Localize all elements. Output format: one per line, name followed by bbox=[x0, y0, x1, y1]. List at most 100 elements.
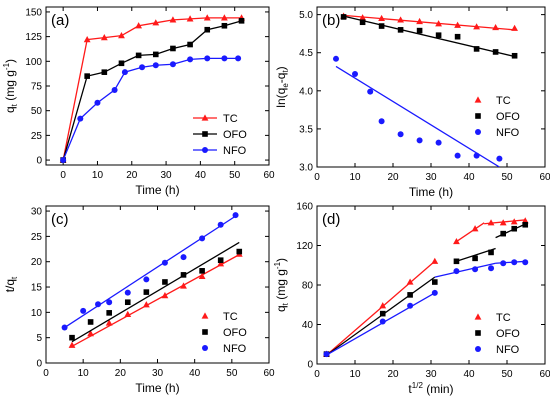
y-axis-label: qt (mg g-1) bbox=[2, 59, 19, 113]
data-point bbox=[473, 46, 480, 52]
legend-marker bbox=[475, 129, 481, 135]
data-point bbox=[416, 17, 423, 25]
legend-marker bbox=[201, 114, 209, 121]
data-point bbox=[500, 230, 506, 237]
fit-line bbox=[326, 292, 436, 356]
data-point bbox=[77, 115, 84, 122]
legend-marker bbox=[202, 345, 208, 351]
data-point bbox=[473, 152, 480, 159]
fit-line bbox=[71, 241, 240, 343]
legend-label: TC bbox=[496, 95, 511, 107]
data-point bbox=[431, 257, 439, 264]
data-point bbox=[378, 118, 385, 125]
data-point bbox=[397, 27, 404, 33]
data-point bbox=[118, 60, 125, 67]
data-point bbox=[161, 259, 168, 266]
data-point bbox=[186, 15, 194, 22]
y-tick-label: 0 bbox=[36, 359, 42, 370]
y-tick-label: 120 bbox=[296, 241, 313, 252]
y-tick-label: 0 bbox=[36, 156, 42, 167]
legend: TC OFO NFO bbox=[201, 311, 247, 355]
data-point bbox=[69, 334, 75, 341]
data-point bbox=[431, 289, 438, 296]
legend-label: TC bbox=[223, 113, 238, 125]
data-point bbox=[124, 289, 131, 296]
data-point bbox=[235, 55, 242, 62]
data-point bbox=[340, 14, 347, 20]
x-tick-label: 40 bbox=[463, 172, 475, 183]
data-point bbox=[352, 71, 358, 78]
data-point bbox=[87, 319, 94, 325]
data-point bbox=[61, 324, 68, 331]
y-axis-label: t/qt bbox=[3, 276, 19, 292]
x-tick-label: 10 bbox=[349, 172, 361, 183]
data-point bbox=[170, 45, 176, 52]
y-tick-label: 5 bbox=[36, 333, 42, 344]
data-point bbox=[473, 23, 480, 30]
data-point bbox=[217, 260, 225, 267]
y-axis-label: qt (mg g-1) bbox=[273, 258, 290, 312]
x-tick-label: 60 bbox=[263, 368, 275, 379]
data-point bbox=[221, 14, 228, 21]
x-tick-label: 20 bbox=[115, 368, 127, 379]
data-point bbox=[379, 310, 386, 317]
x-tick-label: 0 bbox=[43, 368, 49, 379]
data-point bbox=[521, 217, 529, 224]
x-tick-label: 0 bbox=[314, 369, 320, 380]
legend-label: NFO bbox=[496, 344, 520, 356]
data-point bbox=[180, 282, 187, 289]
series-ofo bbox=[69, 241, 243, 343]
data-point bbox=[80, 307, 87, 314]
data-point bbox=[143, 289, 150, 295]
x-axis-label: Time (h) bbox=[135, 381, 179, 395]
data-point bbox=[435, 32, 442, 38]
legend-marker bbox=[202, 147, 208, 153]
data-point bbox=[221, 55, 228, 62]
series-nfo bbox=[323, 259, 529, 358]
legend-label: NFO bbox=[496, 127, 520, 139]
data-point bbox=[169, 61, 176, 68]
data-point bbox=[397, 131, 404, 138]
data-point bbox=[522, 221, 529, 228]
series-tc bbox=[59, 14, 245, 163]
data-point bbox=[187, 41, 193, 48]
legend-label: TC bbox=[223, 311, 238, 323]
data-point bbox=[217, 221, 224, 228]
data-point bbox=[199, 268, 205, 274]
x-axis-label: t1/2 (min) bbox=[408, 381, 453, 396]
data-point bbox=[359, 14, 366, 21]
series-nfo bbox=[333, 55, 503, 167]
data-point bbox=[180, 254, 187, 261]
y-tick-label: 160 bbox=[296, 202, 313, 213]
data-point bbox=[416, 137, 423, 144]
data-point bbox=[522, 259, 529, 266]
y-tick-label: 30 bbox=[31, 207, 43, 218]
legend: TC OFO NFO bbox=[474, 312, 520, 356]
fit-line bbox=[64, 215, 236, 329]
x-tick-label: 50 bbox=[229, 170, 241, 181]
y-tick-label: 25 bbox=[31, 232, 43, 243]
x-tick-label: 0 bbox=[60, 170, 66, 181]
data-point bbox=[152, 19, 160, 26]
x-tick-label: 60 bbox=[263, 170, 275, 181]
data-point bbox=[407, 292, 413, 298]
x-tick-label: 30 bbox=[425, 369, 437, 380]
legend: TC OFO NFO bbox=[474, 95, 520, 139]
data-point bbox=[500, 260, 507, 267]
data-point bbox=[511, 259, 518, 266]
data-point bbox=[217, 257, 224, 263]
y-tick-label: 150 bbox=[25, 7, 42, 18]
data-point bbox=[204, 55, 211, 62]
data-point bbox=[359, 19, 366, 26]
y-tick-label: 10 bbox=[31, 308, 43, 319]
x-tick-label: 30 bbox=[425, 172, 437, 183]
series-line bbox=[62, 17, 242, 161]
data-point bbox=[60, 157, 67, 164]
fit-line bbox=[434, 262, 496, 278]
plot-area bbox=[61, 212, 243, 348]
data-point bbox=[323, 351, 330, 358]
data-point bbox=[84, 73, 90, 79]
data-point bbox=[111, 86, 118, 93]
data-point bbox=[180, 272, 187, 278]
series-nfo bbox=[60, 55, 242, 164]
